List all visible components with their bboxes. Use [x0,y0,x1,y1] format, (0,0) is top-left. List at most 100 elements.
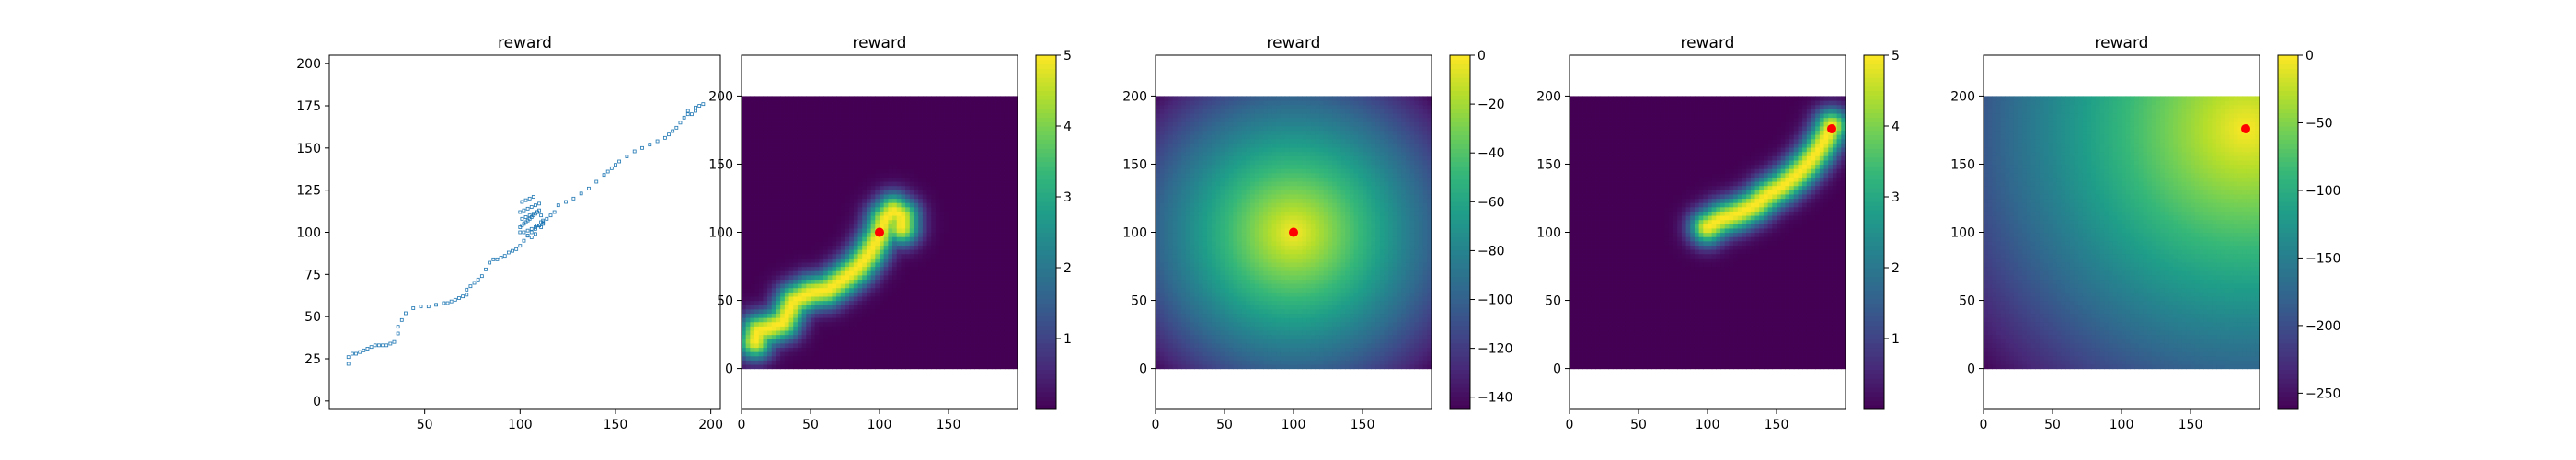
heatmap-cell [828,322,833,327]
heatmap-cell [961,343,966,348]
heatmap-cell [798,181,802,186]
heatmap-cell [1000,198,1005,202]
heatmap-cell [841,233,845,237]
heatmap-cell [1164,177,1168,181]
data-point [641,146,644,149]
colorbar-segment [1036,290,1056,294]
data-point [675,126,678,129]
heatmap-cell [914,105,919,109]
heatmap-cell [746,164,751,168]
heatmap-cell [780,134,785,139]
heatmap-cell [862,309,867,314]
heatmap-cell [931,343,936,348]
heatmap-cell [798,249,802,254]
heatmap-cell [1005,347,1009,351]
heatmap-cell [871,113,876,118]
colorbar-segment [1036,86,1056,91]
heatmap-cell [957,211,961,215]
heatmap-cell [849,258,854,262]
heatmap-cell [867,241,871,246]
heatmap-cell [858,134,863,139]
heatmap-cell [1005,245,1009,249]
heatmap-cell [746,220,751,224]
heatmap-cell [961,198,966,202]
heatmap-cell [931,134,936,139]
heatmap-cell [875,147,880,152]
heatmap-cell [949,249,953,254]
heatmap-cell [862,364,867,369]
heatmap-cell [823,228,828,233]
heatmap-cell [996,258,1001,262]
heatmap-cell [742,283,746,288]
heatmap-cell [854,224,858,228]
heatmap-cell [862,305,867,309]
heatmap-cell [1173,360,1178,364]
heatmap-cell [802,270,807,275]
heatmap-cell [1181,360,1186,364]
heatmap-cell [970,335,974,339]
heatmap-cell [1190,147,1195,152]
heatmap-cell [953,109,958,113]
heatmap-cell [1190,126,1195,131]
heatmap-cell [819,224,823,228]
heatmap-cell [815,317,820,322]
heatmap-cell [793,249,798,254]
heatmap-cell [780,220,785,224]
heatmap-cell [776,220,781,224]
heatmap-cell [914,241,919,246]
heatmap-cell [849,168,854,173]
heatmap-cell [979,202,983,207]
heatmap-cell [823,233,828,237]
heatmap-cell [1005,296,1009,301]
heatmap-cell [1177,134,1181,139]
colorbar-segment [1036,294,1056,299]
heatmap-cell [802,283,807,288]
heatmap-cell [823,258,828,262]
heatmap-cell [841,305,845,309]
heatmap-cell [772,241,776,246]
heatmap-cell [780,258,785,262]
heatmap-cell [940,330,945,335]
heatmap-cell [992,164,996,168]
heatmap-cell [918,186,923,190]
heatmap-cell [772,198,776,202]
heatmap-cell [905,177,910,181]
heatmap-cell [1173,173,1178,178]
heatmap-cell [944,113,949,118]
heatmap-cell [819,296,823,301]
heatmap-cell [746,202,751,207]
heatmap-cell [785,279,789,283]
heatmap-cell [798,236,802,241]
heatmap-cell [1160,228,1165,233]
heatmap-cell [849,309,854,314]
heatmap-cell [892,322,897,327]
heatmap-cell [798,198,802,202]
heatmap-cell [1173,126,1178,131]
heatmap-cell [953,118,958,122]
heatmap-cell [983,335,988,339]
heatmap-cell [772,305,776,309]
heatmap-cell [819,164,823,168]
heatmap-cell [1009,270,1014,275]
heatmap-cell [1009,147,1014,152]
heatmap-cell [858,296,863,301]
heatmap-cell [1005,113,1009,118]
heatmap-cell [823,356,828,361]
heatmap-cell [1009,296,1014,301]
heatmap-cell [1005,364,1009,369]
heatmap-cell [862,262,867,267]
heatmap-cell [854,258,858,262]
heatmap-cell [772,335,776,339]
heatmap-cell [823,152,828,156]
heatmap-cell [974,220,979,224]
heatmap-cell [815,130,820,134]
heatmap-cell [884,351,889,356]
heatmap-cell [901,160,905,165]
heatmap-cell [936,292,940,296]
data-point [672,130,674,132]
heatmap-cell [940,96,945,100]
heatmap-cell [949,283,953,288]
heatmap-cell [1164,364,1168,369]
heatmap-cell [750,364,754,369]
heatmap-cell [957,275,961,280]
